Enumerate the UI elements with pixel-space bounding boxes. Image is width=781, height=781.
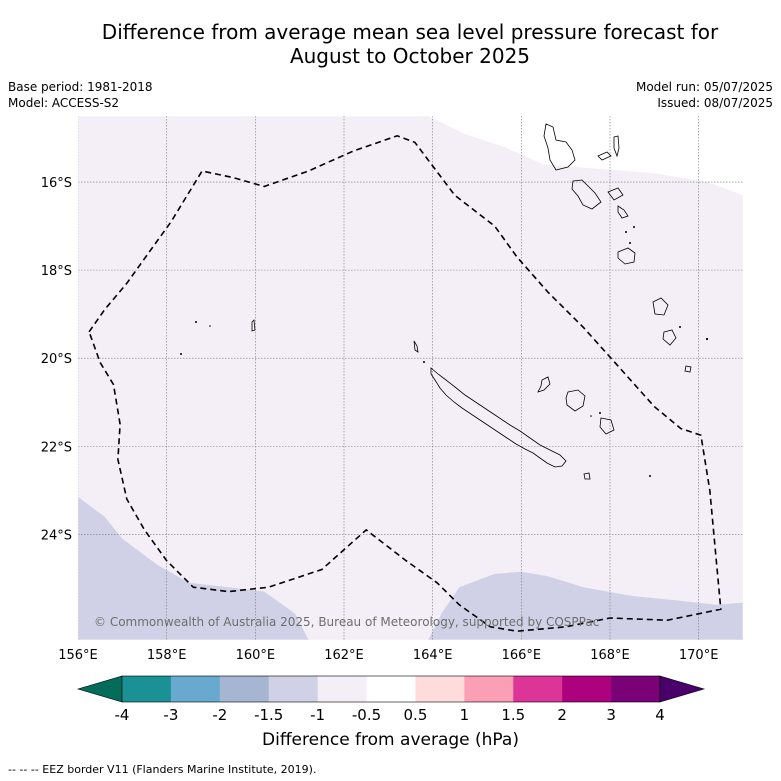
loyalty-island-lifou [565, 389, 586, 412]
espiritu-santo-coastline [543, 123, 576, 171]
small-islets [180, 226, 709, 477]
latitude-tick-label: 20°S [41, 352, 72, 367]
colorbar-frame [121, 675, 661, 703]
efate-coastline [617, 247, 636, 265]
pressure-anomaly-light-band [78, 116, 743, 640]
colorbar-tick-label: -4 [115, 706, 130, 724]
colorbar-swatch [122, 676, 172, 702]
epi-islands-coastline [617, 205, 629, 219]
colorbar-tick-label: -1 [310, 706, 325, 724]
coastlines [251, 123, 692, 480]
longitude-tick-label: 170°E [679, 648, 719, 663]
colorbar [76, 675, 706, 703]
issued-label: Issued: 08/07/2025 [657, 96, 773, 110]
colorbar-tick-label: -0.5 [352, 706, 381, 724]
colorbar-tick-label: 0.5 [404, 706, 428, 724]
colorbar-tick-label: 4 [655, 706, 665, 724]
chart-title-line-2: August to October 2025 [289, 44, 531, 68]
colorbar-under-arrow [76, 675, 123, 703]
copyright-notice: © Commonwealth of Australia 2025, Bureau… [94, 615, 599, 629]
longitude-tick-labels: 156°E 158°E 160°E 162°E 164°E 166°E 168°E 170°E [58, 648, 718, 663]
colorbar-swatch [170, 676, 221, 702]
chart-title-line-1: Difference from average mean sea level p… [101, 20, 719, 44]
colorbar-swatch [219, 676, 270, 702]
latitude-tick-label: 22°S [41, 440, 72, 455]
colorbar-tick-label: 2 [557, 706, 567, 724]
model-label: Model: ACCESS-S2 [8, 96, 120, 110]
colorbar-swatch [611, 676, 661, 702]
latitude-tick-labels: 16°S 18°S 20°S 22°S 24°S [41, 176, 72, 543]
eez-footnote: -- -- -- EEZ border V11 (Flanders Marine… [8, 763, 317, 776]
map-gridlines [78, 116, 743, 640]
map-plot-area: © Commonwealth of Australia 2025, Bureau… [78, 116, 743, 640]
malakula-coastline [571, 179, 602, 210]
ambrym-coastline [607, 187, 624, 201]
latitude-tick-label: 18°S [41, 264, 72, 279]
colorbar-over-arrow [659, 675, 706, 703]
negative-anomaly-region-southwest [78, 496, 309, 640]
maewo-coastline [613, 135, 620, 158]
aneityum-coastline [684, 365, 692, 373]
longitude-tick-label: 162°E [324, 648, 364, 663]
colorbar-tick-label: -2 [212, 706, 227, 724]
colorbar-tick-label: -3 [163, 706, 178, 724]
near-average-region [428, 116, 743, 196]
isle-of-pines [583, 472, 591, 480]
colorbar-title: Difference from average (hPa) [262, 730, 519, 750]
latitude-tick-label: 16°S [41, 176, 72, 191]
longitude-tick-label: 168°E [590, 648, 630, 663]
longitude-tick-label: 166°E [502, 648, 542, 663]
eez-border [88, 134, 722, 633]
ambae-coastline [597, 151, 612, 161]
chesterfield-islands [251, 319, 256, 332]
colorbar-tick-label: 1 [460, 706, 470, 724]
model-run-label: Model run: 05/07/2025 [635, 80, 773, 94]
colorbar-swatch [464, 676, 514, 702]
tanna-coastline [662, 329, 677, 346]
negative-anomaly-region-southeast [428, 571, 743, 640]
colorbar-swatch [562, 676, 612, 702]
loyalty-island-mare [599, 417, 615, 435]
longitude-tick-label: 158°E [147, 648, 187, 663]
map-frame [77, 115, 744, 641]
longitude-tick-label: 160°E [236, 648, 276, 663]
loyalty-island-ouvea [537, 376, 551, 393]
colorbar-swatch [415, 676, 465, 702]
longitude-tick-label: 156°E [58, 648, 98, 663]
colorbar-tick-label: 1.5 [501, 706, 525, 724]
colorbar-tick-label: 3 [606, 706, 616, 724]
belep-islands-coastline [413, 340, 419, 353]
longitude-tick-label: 164°E [413, 648, 453, 663]
colorbar-swatch [366, 676, 416, 702]
base-period-label: Base period: 1981-2018 [8, 80, 153, 94]
colorbar-tick-label: -1.5 [254, 706, 283, 724]
erromango-coastline [652, 297, 669, 316]
colorbar-swatch [317, 676, 367, 702]
latitude-tick-label: 24°S [41, 528, 72, 543]
colorbar-labels: -4 -3 -2 -1.5 -1 -0.5 0.5 1 1.5 2 3 4 [115, 706, 665, 724]
new-caledonia-coastline [430, 367, 567, 468]
colorbar-swatch [513, 676, 563, 702]
colorbar-swatch [268, 676, 318, 702]
